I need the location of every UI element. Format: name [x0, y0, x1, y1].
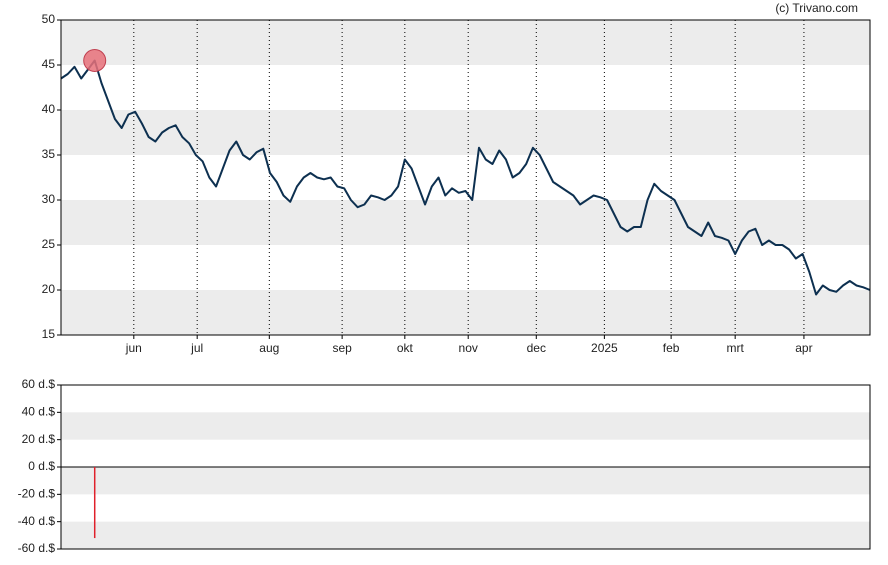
y-tick-label: 30 — [42, 192, 56, 206]
y-tick-label: 25 — [42, 237, 56, 251]
grid-band — [61, 200, 870, 245]
x-tick-label: aug — [259, 341, 279, 355]
x-tick-label: dec — [527, 341, 546, 355]
y-tick-label: 40 d.$ — [22, 405, 56, 419]
x-tick-label: okt — [397, 341, 414, 355]
price-line — [60, 59, 871, 296]
grid-band — [61, 290, 870, 335]
y-tick-label: 35 — [42, 147, 56, 161]
grid-band — [61, 412, 870, 440]
x-tick-label: jul — [190, 341, 203, 355]
x-tick-label: apr — [795, 341, 812, 355]
x-tick-label: 2025 — [591, 341, 618, 355]
highlight-marker — [83, 49, 107, 72]
credit: (c) Trivano.com — [775, 1, 858, 15]
x-tick-label: jun — [125, 341, 142, 355]
plot-frame — [60, 19, 871, 336]
y-tick-label: 40 — [42, 102, 56, 116]
y-tick-label: -40 d.$ — [18, 514, 56, 528]
grid-band — [61, 521, 870, 549]
x-tick-label: mrt — [727, 341, 745, 355]
y-tick-label: 20 d.$ — [22, 432, 56, 446]
y-tick-label: -20 d.$ — [18, 487, 56, 501]
x-tick-label: feb — [663, 341, 680, 355]
y-tick-label: -60 d.$ — [18, 541, 56, 555]
grid-band — [61, 467, 870, 495]
grid-band — [61, 20, 870, 65]
y-tick-label: 60 d.$ — [22, 377, 56, 391]
plot-frame — [60, 384, 871, 550]
x-tick-label: nov — [459, 341, 478, 355]
y-tick-label: 15 — [42, 327, 56, 341]
y-tick-label: 45 — [42, 57, 56, 71]
y-tick-label: 20 — [42, 282, 56, 296]
x-tick-label: sep — [332, 341, 352, 355]
y-tick-label: 50 — [42, 12, 56, 26]
grid-band — [61, 110, 870, 155]
y-tick-label: 0 d.$ — [28, 459, 55, 473]
